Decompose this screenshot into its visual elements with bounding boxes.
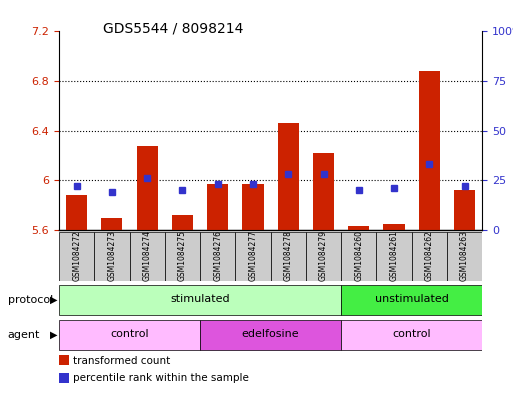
- Text: GSM1084260: GSM1084260: [354, 230, 363, 281]
- Bar: [454, 190, 475, 230]
- Bar: [313, 153, 334, 230]
- Bar: [411, 232, 447, 281]
- Bar: [348, 226, 369, 230]
- Text: GSM1084276: GSM1084276: [213, 230, 222, 281]
- Text: GSM1084274: GSM1084274: [143, 230, 152, 281]
- Bar: [200, 232, 235, 281]
- Text: GSM1084261: GSM1084261: [389, 230, 399, 281]
- Text: edelfosine: edelfosine: [242, 329, 300, 340]
- Bar: [129, 232, 165, 281]
- Text: GSM1084279: GSM1084279: [319, 230, 328, 281]
- Bar: [59, 320, 200, 350]
- Bar: [377, 232, 411, 281]
- Bar: [66, 195, 87, 230]
- Bar: [207, 184, 228, 230]
- Text: unstimulated: unstimulated: [374, 294, 449, 304]
- Bar: [383, 224, 405, 230]
- Text: GSM1084275: GSM1084275: [178, 230, 187, 281]
- Bar: [136, 145, 157, 230]
- Text: GSM1084262: GSM1084262: [425, 230, 434, 281]
- Text: GSM1084273: GSM1084273: [107, 230, 116, 281]
- Bar: [270, 232, 306, 281]
- Text: GSM1084277: GSM1084277: [248, 230, 258, 281]
- Bar: [200, 320, 341, 350]
- Bar: [94, 232, 130, 281]
- Text: ▶: ▶: [50, 330, 58, 340]
- Bar: [341, 285, 482, 315]
- Bar: [172, 215, 193, 230]
- Text: control: control: [110, 329, 149, 340]
- Text: GDS5544 / 8098214: GDS5544 / 8098214: [103, 22, 243, 36]
- Bar: [341, 232, 377, 281]
- Bar: [59, 285, 341, 315]
- Bar: [59, 232, 94, 281]
- Bar: [419, 71, 440, 230]
- Bar: [242, 184, 264, 230]
- Text: agent: agent: [8, 330, 40, 340]
- Text: ▶: ▶: [50, 295, 58, 305]
- Text: GSM1084263: GSM1084263: [460, 230, 469, 281]
- Bar: [101, 217, 123, 230]
- Bar: [278, 123, 299, 230]
- Text: percentile rank within the sample: percentile rank within the sample: [73, 373, 249, 383]
- Bar: [165, 232, 200, 281]
- Bar: [447, 232, 482, 281]
- Bar: [306, 232, 341, 281]
- Bar: [341, 320, 482, 350]
- Bar: [235, 232, 271, 281]
- Text: control: control: [392, 329, 431, 340]
- Text: transformed count: transformed count: [73, 356, 171, 365]
- Text: stimulated: stimulated: [170, 294, 230, 304]
- Text: GSM1084272: GSM1084272: [72, 230, 81, 281]
- Text: protocol: protocol: [8, 295, 53, 305]
- Text: GSM1084278: GSM1084278: [284, 230, 293, 281]
